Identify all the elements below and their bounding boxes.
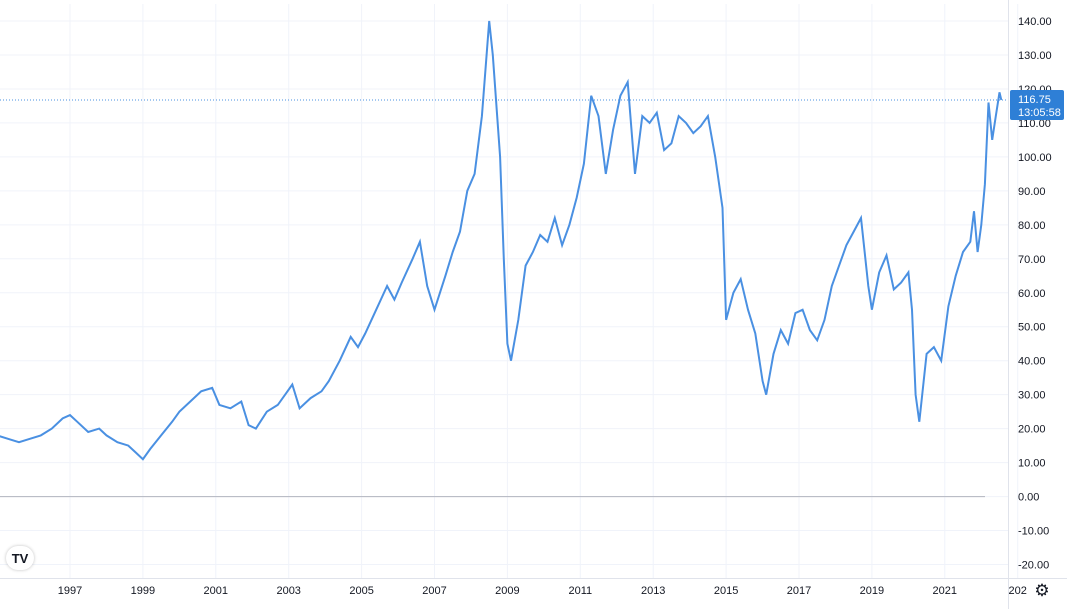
x-tick-label: 2005: [349, 585, 373, 597]
y-tick-label: 90.00: [1018, 186, 1046, 198]
y-tick-label: 30.00: [1018, 390, 1046, 402]
x-tick-label: 2001: [204, 585, 228, 597]
tradingview-logo-text: TV: [11, 550, 29, 566]
x-tick-label: 2011: [568, 585, 592, 597]
y-tick-label: -10.00: [1018, 526, 1049, 538]
x-tick-label: 2021: [933, 585, 957, 597]
x-tick-label: 1999: [131, 585, 155, 597]
last-price-value: 116.75: [1018, 94, 1051, 106]
x-tick-label: 2007: [422, 585, 446, 597]
gear-icon[interactable]: ⚙: [1034, 581, 1050, 601]
y-tick-label: 20.00: [1018, 424, 1046, 436]
grid: [0, 4, 1019, 578]
time-axis[interactable]: 1997 1999 2001 2003 2005 2007 2009 2011 2013 2015…: [58, 585, 1027, 597]
y-tick-label: 100.00: [1018, 152, 1052, 164]
bar-countdown: 13:05:58: [1018, 107, 1061, 119]
last-price-tag-background: [1010, 89, 1064, 120]
y-tick-label: 130.00: [1018, 50, 1052, 62]
y-tick-label: 50.00: [1018, 322, 1046, 334]
y-tick-label: 10.00: [1018, 458, 1046, 470]
y-tick-label: 110.00: [1018, 118, 1051, 130]
y-tick-label: 140.00: [1018, 16, 1052, 28]
last-price-tag: 116.75 13:05:58: [1010, 89, 1064, 120]
y-tick-label: 80.00: [1018, 220, 1046, 232]
y-tick-label: 70.00: [1018, 254, 1046, 266]
x-tick-label: 2019: [860, 585, 884, 597]
x-tick-label: 2003: [276, 585, 300, 597]
x-tick-label: 202: [1009, 585, 1027, 597]
price-axis[interactable]: 140.00130.00120.00110.00100.0090.0080.00…: [1018, 16, 1052, 572]
tradingview-logo[interactable]: TV: [6, 546, 34, 570]
series-line: [0, 20, 1003, 461]
y-tick-label: -20.00: [1018, 560, 1049, 572]
y-tick-label: 60.00: [1018, 288, 1046, 300]
x-tick-label: 2013: [641, 585, 665, 597]
x-tick-label: 2015: [714, 585, 738, 597]
x-tick-label: 1997: [58, 585, 82, 597]
y-tick-label: 0.00: [1018, 492, 1039, 504]
y-tick-label: 40.00: [1018, 356, 1046, 368]
x-tick-label: 2009: [495, 585, 519, 597]
x-tick-label: 2017: [787, 585, 811, 597]
